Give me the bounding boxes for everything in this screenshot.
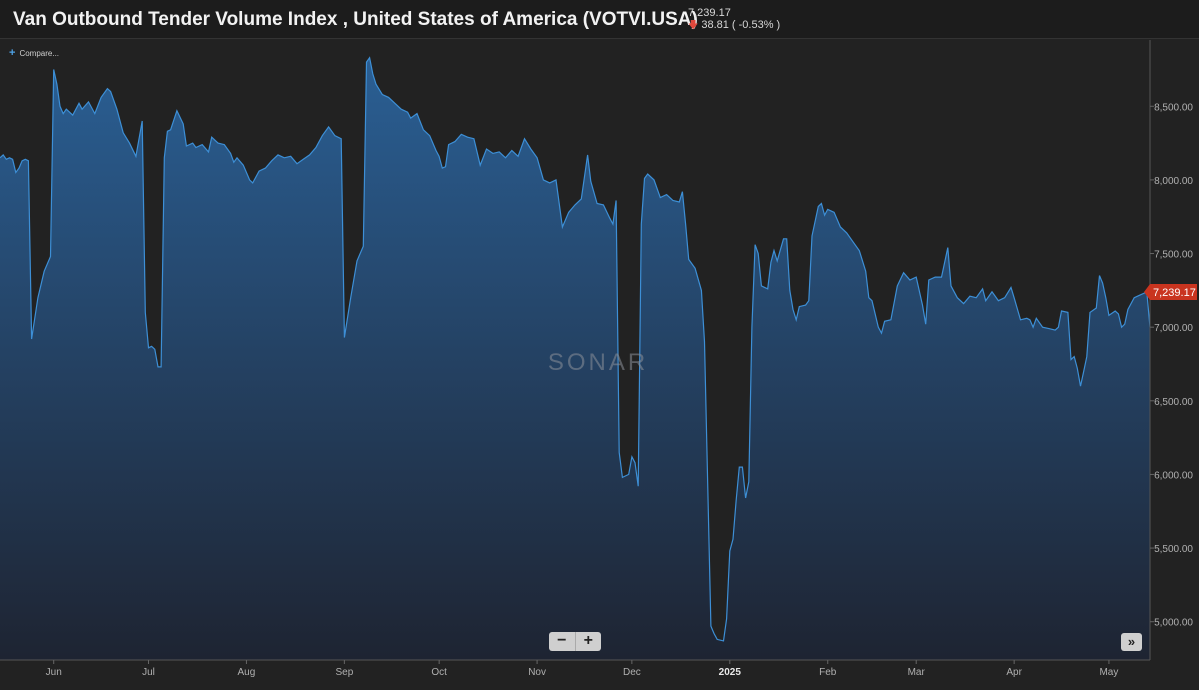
zoom-divider — [574, 632, 576, 651]
y-tick-label: 8,500.00 — [1154, 102, 1193, 113]
last-value: 7,239.17 — [688, 7, 731, 19]
x-tick-label: Oct — [431, 667, 447, 678]
compare-button[interactable]: + Compare... — [9, 47, 59, 59]
chart-header: Van Outbound Tender Volume Index , Unite… — [0, 0, 1199, 39]
x-tick-label: Jun — [46, 667, 62, 678]
x-tick-label: 2025 — [719, 667, 742, 678]
last-value-badge-shape — [1144, 283, 1197, 300]
arrow-down-icon: 🡇 — [688, 20, 699, 31]
change-value: 38.81 ( -0.53% ) — [701, 19, 781, 31]
x-tick-label: Jul — [142, 667, 155, 678]
y-tick-label: 7,000.00 — [1154, 323, 1193, 334]
last-value-badge: 7,239.17 — [1144, 283, 1197, 300]
sonar-watermark: SONAR — [548, 349, 648, 376]
compare-label: Compare... — [19, 49, 60, 58]
x-axis-ticks: Jun Jul Aug Sep Oct Nov Dec 2025 Feb Mar Apr May — [46, 660, 1118, 678]
y-tick-label: 7,500.00 — [1154, 250, 1193, 261]
x-tick-label: Feb — [819, 667, 837, 678]
x-tick-label: Mar — [908, 667, 926, 678]
last-value-badge-label: 7,239.17 — [1153, 287, 1196, 299]
zoom-out-button[interactable]: − — [557, 632, 567, 649]
x-tick-label: Dec — [623, 667, 641, 678]
x-tick-label: Apr — [1006, 667, 1022, 678]
x-tick-label: Aug — [238, 667, 256, 678]
y-tick-label: 5,000.00 — [1154, 618, 1193, 629]
chart-title: Van Outbound Tender Volume Index , Unite… — [13, 9, 698, 30]
change-value-row: 🡇 38.81 ( -0.53% ) — [688, 19, 780, 32]
y-tick-label: 5,500.00 — [1154, 544, 1193, 555]
y-tick-label: 6,000.00 — [1154, 470, 1193, 481]
x-tick-label: May — [1099, 667, 1118, 678]
y-tick-label: 8,000.00 — [1154, 176, 1193, 187]
y-axis-ticks: 5,000.00 5,500.00 6,000.00 6,500.00 7,000.00… — [1150, 102, 1193, 629]
zoom-controls: − + — [549, 632, 601, 651]
zoom-in-button[interactable]: + — [583, 632, 593, 649]
y-tick-label: 6,500.00 — [1154, 397, 1193, 408]
area-fill — [0, 57, 1150, 660]
series-line — [0, 56, 1151, 642]
x-tick-label: Nov — [528, 667, 546, 678]
scroll-forward-button[interactable]: » — [1121, 633, 1142, 651]
x-tick-label: Sep — [335, 667, 353, 678]
plus-icon: + — [9, 47, 16, 59]
quote-block: 7,239.17 🡇 38.81 ( -0.53% ) — [688, 7, 780, 32]
